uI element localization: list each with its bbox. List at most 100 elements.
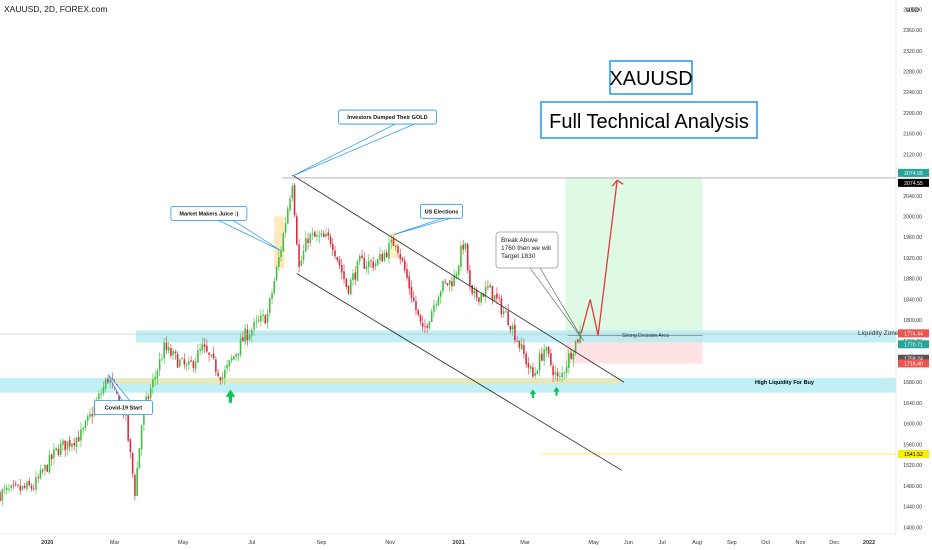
callout-pointer bbox=[216, 219, 281, 251]
candle-body bbox=[57, 449, 60, 456]
callout-text: Covid-19 Start bbox=[105, 406, 142, 412]
candle-body bbox=[242, 337, 244, 342]
candle-body bbox=[194, 361, 197, 369]
target-profit-zone bbox=[565, 178, 703, 336]
candle-body bbox=[3, 489, 6, 490]
candle-body bbox=[167, 347, 170, 351]
x-tick-label: Nov bbox=[796, 540, 806, 546]
candle-body bbox=[507, 311, 509, 326]
candle-body bbox=[374, 263, 377, 267]
candle-body bbox=[451, 281, 453, 287]
candle-body bbox=[296, 216, 298, 245]
candle-body bbox=[403, 260, 406, 271]
candle-body bbox=[212, 353, 215, 359]
callout-text: US Elections bbox=[425, 209, 459, 215]
candle-body bbox=[264, 315, 267, 324]
candle-body bbox=[370, 260, 372, 262]
candle-body bbox=[181, 357, 183, 359]
candle-body bbox=[471, 285, 473, 294]
candle-body bbox=[215, 359, 217, 372]
candle-body bbox=[10, 485, 13, 488]
candle-body bbox=[271, 293, 273, 299]
candle-body bbox=[255, 320, 258, 322]
candle-body bbox=[462, 244, 464, 250]
candle-body bbox=[437, 297, 440, 306]
y-tick-label: 1400.00 bbox=[903, 525, 922, 531]
candle-body bbox=[235, 354, 237, 357]
candle-body bbox=[379, 254, 381, 260]
candle-body bbox=[536, 371, 539, 374]
candle-body bbox=[136, 467, 138, 496]
candle-body bbox=[66, 441, 69, 449]
candle-body bbox=[552, 366, 554, 376]
candle-body bbox=[50, 454, 53, 460]
candle-body bbox=[473, 290, 476, 294]
candle-body bbox=[534, 372, 536, 377]
candle-body bbox=[331, 243, 334, 250]
candle-body bbox=[239, 338, 242, 355]
candle-body bbox=[433, 305, 435, 312]
candle-body bbox=[491, 286, 494, 301]
candle-body bbox=[269, 298, 271, 313]
x-tick-label: Jun bbox=[624, 540, 633, 546]
drawings-layer: Covid-19 Start Market Makers Juice :) Inve… bbox=[0, 109, 896, 471]
candle-body bbox=[257, 320, 260, 322]
candle-body bbox=[266, 313, 269, 323]
x-tick-label: 2020 bbox=[41, 540, 53, 546]
candle-body bbox=[381, 254, 384, 262]
candle-body bbox=[327, 232, 330, 236]
candle-body bbox=[390, 239, 393, 243]
candle-body bbox=[246, 329, 249, 341]
y-tick-label: 1520.00 bbox=[903, 463, 922, 469]
candle-body bbox=[538, 353, 541, 371]
candle-body bbox=[383, 252, 386, 261]
candle-body bbox=[426, 325, 428, 328]
candle-body bbox=[21, 485, 24, 490]
candle-body bbox=[233, 356, 235, 360]
candle-body bbox=[347, 285, 350, 294]
candle-body bbox=[237, 353, 240, 356]
candle-body bbox=[554, 372, 557, 375]
x-tick-label: Jul bbox=[659, 540, 666, 546]
candle-body bbox=[505, 311, 507, 313]
candle-body bbox=[104, 379, 107, 389]
main-title: XAUUSD bbox=[609, 68, 692, 90]
candle-body bbox=[385, 252, 388, 258]
candle-body bbox=[80, 429, 82, 441]
candle-body bbox=[358, 256, 361, 262]
candle-body bbox=[253, 321, 255, 330]
candle-body bbox=[248, 335, 251, 340]
candle-body bbox=[138, 447, 141, 469]
candle-body bbox=[41, 470, 44, 472]
projection-path bbox=[580, 180, 618, 336]
green-up-arrow-icon bbox=[529, 389, 537, 399]
candle-body bbox=[439, 291, 442, 297]
candle-body bbox=[26, 482, 28, 490]
candle-body bbox=[206, 345, 208, 352]
candle-body bbox=[502, 311, 505, 314]
candle-body bbox=[190, 360, 192, 362]
candle-body bbox=[14, 483, 17, 485]
candle-body bbox=[131, 453, 134, 474]
candle-body bbox=[354, 272, 357, 280]
candle-body bbox=[134, 474, 136, 496]
candle-body bbox=[217, 372, 219, 376]
candle-body bbox=[559, 376, 561, 377]
candle-body bbox=[32, 488, 35, 490]
candle-body bbox=[448, 280, 451, 285]
candle-body bbox=[300, 260, 303, 266]
candle-body bbox=[363, 257, 366, 269]
channel-upper-line bbox=[292, 174, 625, 383]
candle-body bbox=[0, 492, 1, 501]
candle-body bbox=[320, 233, 323, 236]
candle-body bbox=[361, 255, 363, 259]
candle-body bbox=[307, 238, 309, 243]
candle-body bbox=[480, 293, 482, 303]
candle-body bbox=[62, 440, 64, 445]
candle-body bbox=[192, 361, 195, 368]
candle-body bbox=[224, 370, 226, 378]
y-tick-label: 2360.00 bbox=[903, 28, 922, 34]
candle-body bbox=[487, 286, 489, 288]
